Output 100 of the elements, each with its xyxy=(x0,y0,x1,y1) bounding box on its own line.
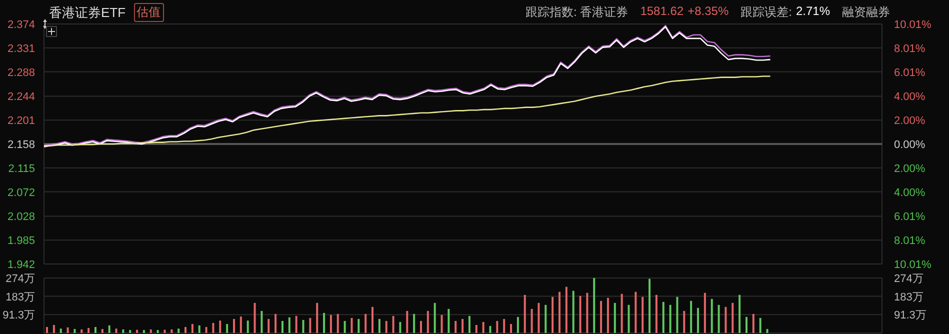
bar xyxy=(212,322,214,333)
bar xyxy=(565,286,568,333)
y-tick-label: 2.158 xyxy=(7,139,35,151)
bar xyxy=(662,302,664,333)
bar xyxy=(669,304,672,333)
text: 跟踪指数: 香港证券 xyxy=(526,4,628,21)
bar xyxy=(690,300,692,333)
bar xyxy=(683,310,686,333)
bar xyxy=(115,328,118,333)
bar xyxy=(538,302,540,333)
y-tick-label: 91.3万 xyxy=(2,310,35,322)
bar xyxy=(724,306,727,333)
bar xyxy=(316,302,318,333)
bar xyxy=(503,318,506,333)
bar xyxy=(101,328,104,333)
bar xyxy=(524,294,526,333)
y2-tick-label: 4.00% xyxy=(894,91,926,104)
y2-tick-label: 8.01% xyxy=(894,235,926,248)
bar xyxy=(129,330,132,333)
y2-tick-label: 183万 xyxy=(894,291,924,304)
bar xyxy=(358,318,360,333)
bar xyxy=(295,316,298,333)
bar xyxy=(309,318,312,333)
bar xyxy=(732,302,734,333)
bar xyxy=(94,326,96,333)
bar xyxy=(759,318,762,333)
bar xyxy=(281,320,284,333)
bar xyxy=(530,308,533,333)
bar xyxy=(260,310,263,333)
bar xyxy=(108,325,110,333)
bar xyxy=(392,316,394,333)
bar xyxy=(122,329,124,333)
bar xyxy=(552,296,554,333)
y-tick-label: 1.942 xyxy=(7,259,35,271)
bar xyxy=(88,328,90,333)
y-tick-label: 183万 xyxy=(6,291,35,304)
bar xyxy=(350,318,353,333)
bar xyxy=(330,314,332,333)
y2-tick-label: 8.01% xyxy=(894,42,926,55)
bar xyxy=(52,324,55,333)
bar xyxy=(178,328,180,333)
y-tick-label: 274万 xyxy=(6,273,35,285)
y2-tick-label: 10.01% xyxy=(894,259,932,271)
text: 2.71% xyxy=(796,4,830,20)
bar xyxy=(136,330,138,333)
bar xyxy=(704,292,706,333)
bar xyxy=(66,327,69,333)
bar xyxy=(628,304,630,333)
bar xyxy=(738,294,741,333)
chart-title: 香港证券ETF xyxy=(49,4,126,22)
bar xyxy=(710,298,713,333)
bar xyxy=(516,316,519,333)
bar xyxy=(426,310,429,333)
bar xyxy=(399,322,402,333)
bar xyxy=(302,320,304,333)
bar xyxy=(274,314,277,333)
bar xyxy=(468,316,470,333)
bar xyxy=(323,312,326,333)
bar xyxy=(372,306,374,333)
bar xyxy=(420,320,422,333)
bar xyxy=(600,300,602,333)
bar xyxy=(593,278,596,333)
bar xyxy=(344,320,346,333)
bar xyxy=(462,318,464,333)
bar xyxy=(620,294,623,333)
bar xyxy=(268,318,270,333)
y2-tick-label: 6.01% xyxy=(894,66,926,79)
bar xyxy=(246,320,249,333)
y2-tick-label: 274万 xyxy=(894,273,924,285)
bar xyxy=(156,330,159,333)
bar xyxy=(364,314,367,333)
bar xyxy=(544,304,547,333)
y-tick-label: 2.374 xyxy=(7,19,35,31)
bar xyxy=(489,326,492,333)
bar xyxy=(572,290,574,333)
y2-tick-label: 0.00% xyxy=(894,139,926,151)
bar xyxy=(558,292,560,333)
text: +8.35% xyxy=(688,4,729,20)
y2-tick-label: 4.00% xyxy=(894,186,926,199)
bar xyxy=(697,308,700,333)
bar xyxy=(184,326,187,333)
y-tick-label: 2.028 xyxy=(7,211,35,224)
bar xyxy=(406,310,408,333)
bar xyxy=(434,302,436,333)
bar xyxy=(232,318,235,333)
bar xyxy=(378,318,380,333)
bar xyxy=(226,324,228,333)
bar xyxy=(164,330,166,333)
bar xyxy=(648,278,651,333)
bar xyxy=(198,325,200,333)
bar xyxy=(496,320,498,333)
y-tick-label: 2.072 xyxy=(7,186,35,199)
bar xyxy=(482,322,484,333)
bar xyxy=(655,294,658,333)
bar xyxy=(614,302,616,333)
y-tick-label: 2.201 xyxy=(7,115,35,128)
bar xyxy=(219,320,222,333)
bar xyxy=(606,298,609,333)
bar xyxy=(336,314,339,333)
bar xyxy=(766,328,768,333)
